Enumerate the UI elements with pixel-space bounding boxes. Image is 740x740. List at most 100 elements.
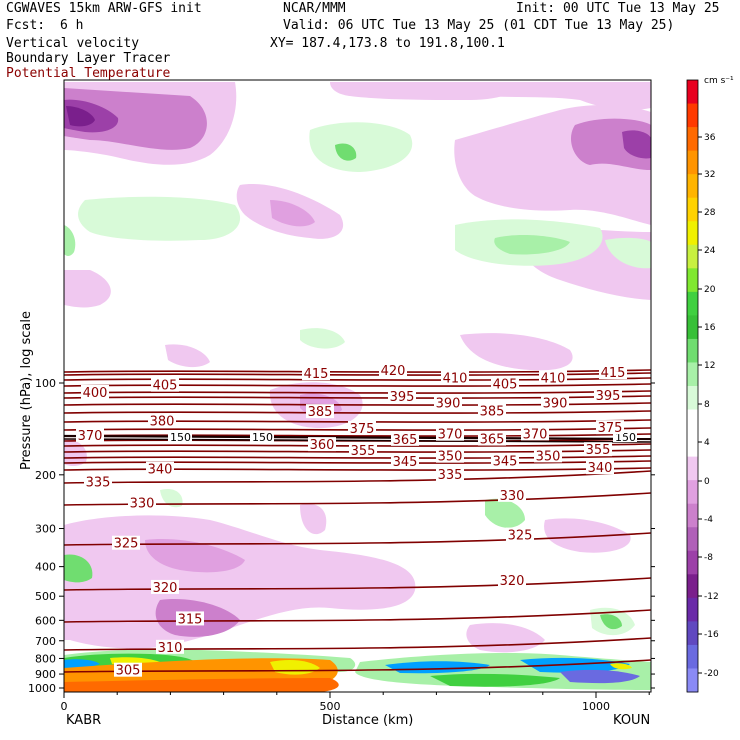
- theta-label-bg: [84, 474, 112, 489]
- theta-contour-label: 370: [523, 427, 548, 442]
- theta-contour-label: 320: [500, 574, 525, 589]
- theta-label-bg: [441, 370, 469, 385]
- theta-label-bg: [586, 460, 614, 475]
- theta-label-bg: [498, 572, 526, 587]
- theta-contour-label: 330: [500, 489, 525, 504]
- tracer-label: 150: [252, 431, 273, 444]
- colorbar-label: 32: [704, 170, 715, 180]
- colorbar-swatch: [687, 174, 698, 199]
- colorbar-label: 0: [704, 477, 710, 487]
- colorbar-swatch: [687, 103, 698, 128]
- theta-label-bg: [391, 453, 419, 468]
- colorbar-label: 12: [704, 361, 715, 371]
- plot-frame: [63, 79, 652, 693]
- colorbar-label: -16: [704, 630, 719, 640]
- colorbar-swatch: [687, 127, 698, 152]
- colorbar-swatch: [687, 291, 698, 316]
- tracer-label: 150: [170, 431, 191, 444]
- y-axis-label: Pressure (hPa), log scale: [19, 311, 34, 470]
- theta-contour-label: 335: [438, 468, 463, 483]
- colorbar-swatch: [687, 480, 698, 505]
- theta-contour-label: 350: [536, 449, 561, 464]
- model-title: CGWAVES 15km ARW-GFS init: [6, 1, 202, 16]
- colorbar-swatch: [687, 456, 698, 481]
- x-tick-label: 0: [61, 700, 68, 713]
- colorbar-label: -4: [704, 515, 713, 525]
- theta-label-bg: [148, 413, 176, 428]
- colorbar-swatch: [687, 409, 698, 434]
- theta-contour-label: 370: [438, 428, 463, 443]
- colorbar-swatch: [687, 150, 698, 175]
- theta-contour-label: 405: [493, 377, 518, 392]
- theta-contour-label: 325: [114, 537, 139, 552]
- theta-contour-label: 355: [586, 443, 611, 458]
- theta-contour-label: 310: [158, 641, 183, 656]
- theta-label-bg: [539, 370, 567, 385]
- theta-label-bg: [498, 487, 526, 502]
- potential-temperature-labels: 305 310 315 320 320 325 325 330 330 335 335 340 340 3…: [76, 362, 627, 679]
- colorbar-swatch: [687, 668, 698, 693]
- colorbar: 36 32 28 24 20 16 12 8 4 0 -4 -8 -12 -16 -20: [686, 79, 719, 693]
- y-tick-label: 300: [35, 523, 56, 536]
- forecast-value: 6 h: [60, 18, 84, 33]
- theta-contour-label: 415: [601, 366, 626, 381]
- theta-contour-label: 380: [150, 415, 175, 430]
- colorbar-swatch: [687, 503, 698, 528]
- theta-label-bg: [491, 376, 519, 391]
- theta-contour-label: 385: [480, 405, 505, 420]
- theta-contour-line: [64, 577, 651, 591]
- theta-contour-line: [64, 390, 651, 394]
- x-tick-label: 500: [320, 700, 341, 713]
- colorbar-swatch: [687, 644, 698, 669]
- y-tick-label: 500: [35, 590, 56, 603]
- y-tick-label: 100: [35, 377, 56, 390]
- colorbar-swatch: [687, 433, 698, 458]
- theta-contour-label: 330: [130, 496, 155, 511]
- theta-contour-label: 370: [78, 429, 103, 444]
- theta-label-bg: [436, 467, 464, 482]
- y-tick-label: 600: [35, 614, 56, 627]
- colorbar-swatch: [687, 386, 698, 411]
- y-tick-label: 1000: [28, 682, 56, 695]
- colorbar-unit: cm s⁻¹: [704, 76, 734, 86]
- theta-label-bg: [306, 404, 334, 419]
- field-potential-temperature: Potential Temperature: [6, 66, 171, 81]
- theta-label-bg: [584, 442, 612, 457]
- theta-contour-label: 375: [350, 422, 375, 437]
- colorbar-swatch: [687, 268, 698, 293]
- theta-contour-label: 305: [116, 664, 141, 679]
- theta-label-bg: [506, 527, 534, 542]
- field-boundary-layer-tracer: Boundary Layer Tracer: [6, 51, 171, 66]
- theta-contour-label: 400: [83, 386, 108, 401]
- colorbar-frame: [686, 79, 699, 693]
- theta-label-bg: [76, 427, 104, 442]
- theta-label-bg: [434, 395, 462, 410]
- theta-contour-label: 395: [596, 389, 621, 404]
- theta-contour-label: 375: [598, 421, 623, 436]
- y-tick-label: 800: [35, 652, 56, 665]
- theta-contour-line: [64, 467, 651, 471]
- colorbar-label: -20: [704, 669, 719, 679]
- theta-label-bg: [349, 442, 377, 457]
- theta-contour-label: 350: [438, 450, 463, 465]
- colorbar-swatch: [687, 221, 698, 246]
- theta-contour-label: 345: [493, 454, 518, 469]
- colorbar-label: 16: [704, 323, 716, 333]
- theta-label-bg: [151, 377, 179, 392]
- theta-contour-label: 420: [381, 364, 406, 379]
- tracer-label: 150: [615, 431, 636, 444]
- theta-contour-line: [64, 427, 651, 431]
- theta-label-bg: [534, 448, 562, 463]
- colorbar-label: 4: [704, 438, 710, 448]
- theta-contour-label: 335: [86, 475, 111, 490]
- colorbar-label: 28: [704, 208, 716, 218]
- colorbar-label: -12: [704, 592, 719, 602]
- colorbar-swatch: [687, 597, 698, 622]
- theta-contour-label: 365: [393, 433, 418, 448]
- left-station-label: KABR: [66, 713, 101, 728]
- colorbar-label: 24: [704, 246, 716, 256]
- theta-contour-line: [64, 470, 651, 484]
- y-tick-label: 700: [35, 635, 56, 648]
- theta-label-bg: [128, 495, 156, 510]
